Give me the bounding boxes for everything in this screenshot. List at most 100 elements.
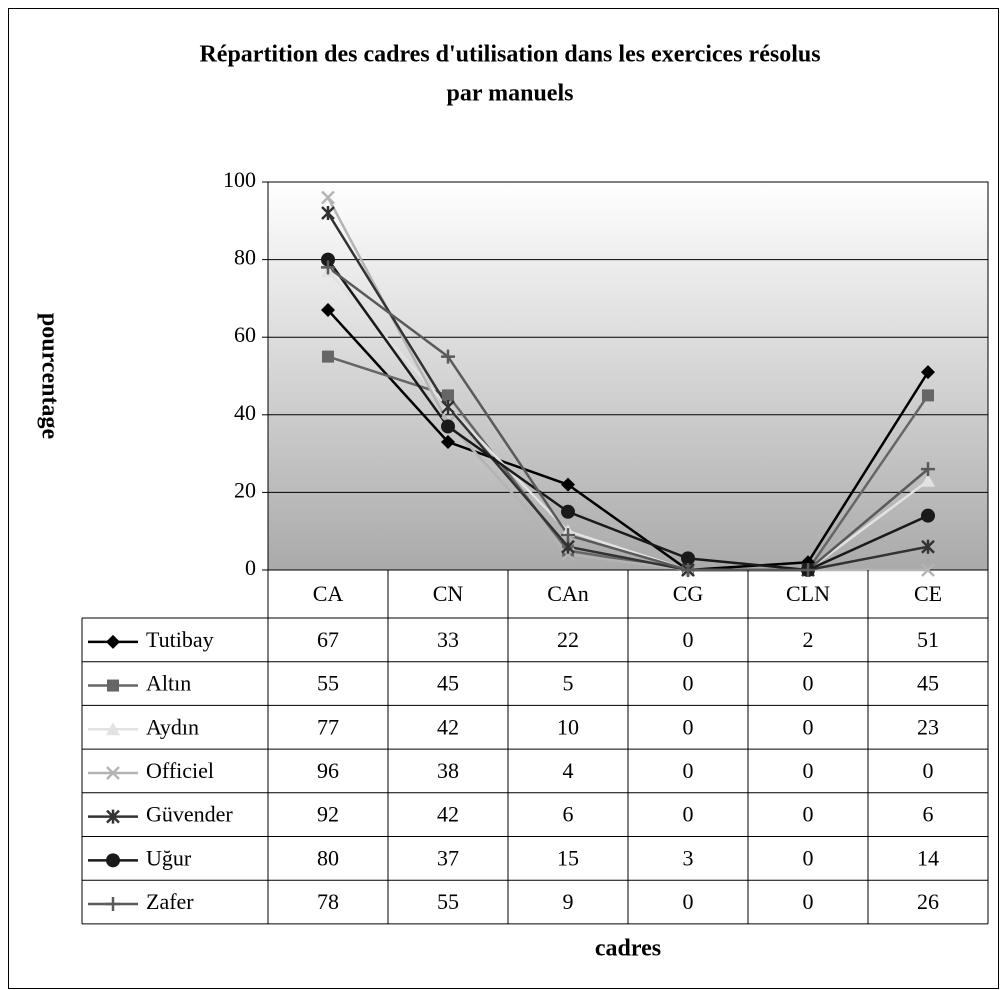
table-value: 96 [317, 758, 339, 783]
table-value: 9 [563, 889, 574, 914]
series-line [327, 309, 930, 572]
legend-marker [106, 809, 120, 824]
x-tick-label: CE [914, 581, 942, 606]
plot-area [267, 181, 989, 571]
legend-marker [106, 853, 120, 868]
series-line [326, 258, 929, 572]
marker [442, 389, 454, 402]
legend-marker [107, 679, 119, 692]
marker [921, 365, 935, 380]
marker [921, 539, 935, 554]
table-value: 26 [917, 889, 939, 914]
legend-marker [106, 634, 120, 649]
marker [561, 477, 575, 492]
table-value: 55 [317, 671, 339, 696]
legend-label: Aydın [146, 714, 199, 739]
legend-marker [106, 897, 120, 912]
table-value: 4 [563, 758, 574, 783]
marker [321, 206, 335, 221]
x-tick-label: CG [673, 581, 704, 606]
marker [441, 419, 455, 434]
marker [681, 563, 695, 577]
y-tick-label: 80 [234, 245, 256, 270]
series-line [326, 212, 929, 572]
table-value: 0 [923, 758, 934, 783]
table-value: 80 [317, 845, 339, 870]
x-tick-label: CA [313, 581, 344, 606]
table-value: 51 [917, 627, 939, 652]
y-axis-title: pourcentage [36, 313, 62, 440]
table-value: 0 [803, 758, 814, 783]
marker [922, 389, 934, 402]
legend-label: Güvender [146, 802, 233, 827]
marker [321, 252, 335, 267]
marker [561, 504, 575, 519]
table-value: 37 [437, 845, 459, 870]
table-value: 45 [917, 671, 939, 696]
y-tick-label: 60 [234, 322, 256, 347]
legend-label: Zafer [146, 889, 194, 914]
table-value: 22 [557, 627, 579, 652]
x-axis-title: cadres [595, 936, 661, 962]
table-value: 42 [437, 714, 459, 739]
marker [322, 350, 334, 363]
table-value: 0 [683, 802, 694, 827]
table-value: 0 [683, 714, 694, 739]
chart-title: Répartition des cadres d'utilisation dan… [199, 42, 820, 68]
table-value: 0 [683, 627, 694, 652]
y-tick-label: 20 [234, 477, 256, 502]
legend-marker [106, 722, 120, 736]
marker [321, 303, 335, 318]
marker [441, 400, 455, 415]
y-tick-label: 40 [234, 400, 256, 425]
legend-label: Altın [146, 671, 191, 696]
marker [921, 462, 935, 477]
marker [321, 190, 335, 205]
table-value: 0 [803, 889, 814, 914]
legend-label: Tutibay [146, 627, 214, 652]
marker [441, 434, 455, 449]
table-value: 10 [557, 714, 579, 739]
marker [921, 508, 935, 523]
table-value: 92 [317, 802, 339, 827]
series-line [327, 355, 930, 572]
table-value: 0 [683, 671, 694, 696]
table-value: 33 [437, 627, 459, 652]
marker [321, 260, 335, 275]
table-value: 6 [923, 802, 934, 827]
y-tick-label: 100 [223, 167, 256, 192]
x-tick-label: CLN [786, 581, 830, 606]
x-tick-label: CAn [547, 581, 589, 606]
x-tick-label: CN [433, 581, 464, 606]
table-value: 78 [317, 889, 339, 914]
table-value: 14 [917, 845, 939, 870]
table-value: 67 [317, 627, 339, 652]
table-value: 0 [803, 714, 814, 739]
series-line [327, 266, 929, 572]
y-tick-label: 0 [245, 555, 256, 580]
table-value: 15 [557, 845, 579, 870]
table-value: 38 [437, 758, 459, 783]
marker [921, 473, 935, 487]
chart-title: par manuels [447, 81, 574, 107]
marker [561, 528, 575, 543]
legend-label: Officiel [146, 758, 214, 783]
table-value: 0 [803, 802, 814, 827]
marker [801, 563, 815, 577]
table-value: 0 [683, 889, 694, 914]
table-value: 77 [317, 714, 339, 739]
series-line [326, 196, 928, 572]
marker [681, 551, 695, 566]
table-value: 2 [803, 627, 814, 652]
legend-label: Uğur [146, 845, 192, 870]
table-value: 6 [563, 802, 574, 827]
table-value: 55 [437, 889, 459, 914]
marker [441, 349, 455, 364]
legend-marker [106, 766, 120, 780]
marker [921, 563, 935, 577]
table-value: 0 [803, 845, 814, 870]
table-value: 3 [683, 845, 694, 870]
table-value: 45 [437, 671, 459, 696]
table-value: 42 [437, 802, 459, 827]
